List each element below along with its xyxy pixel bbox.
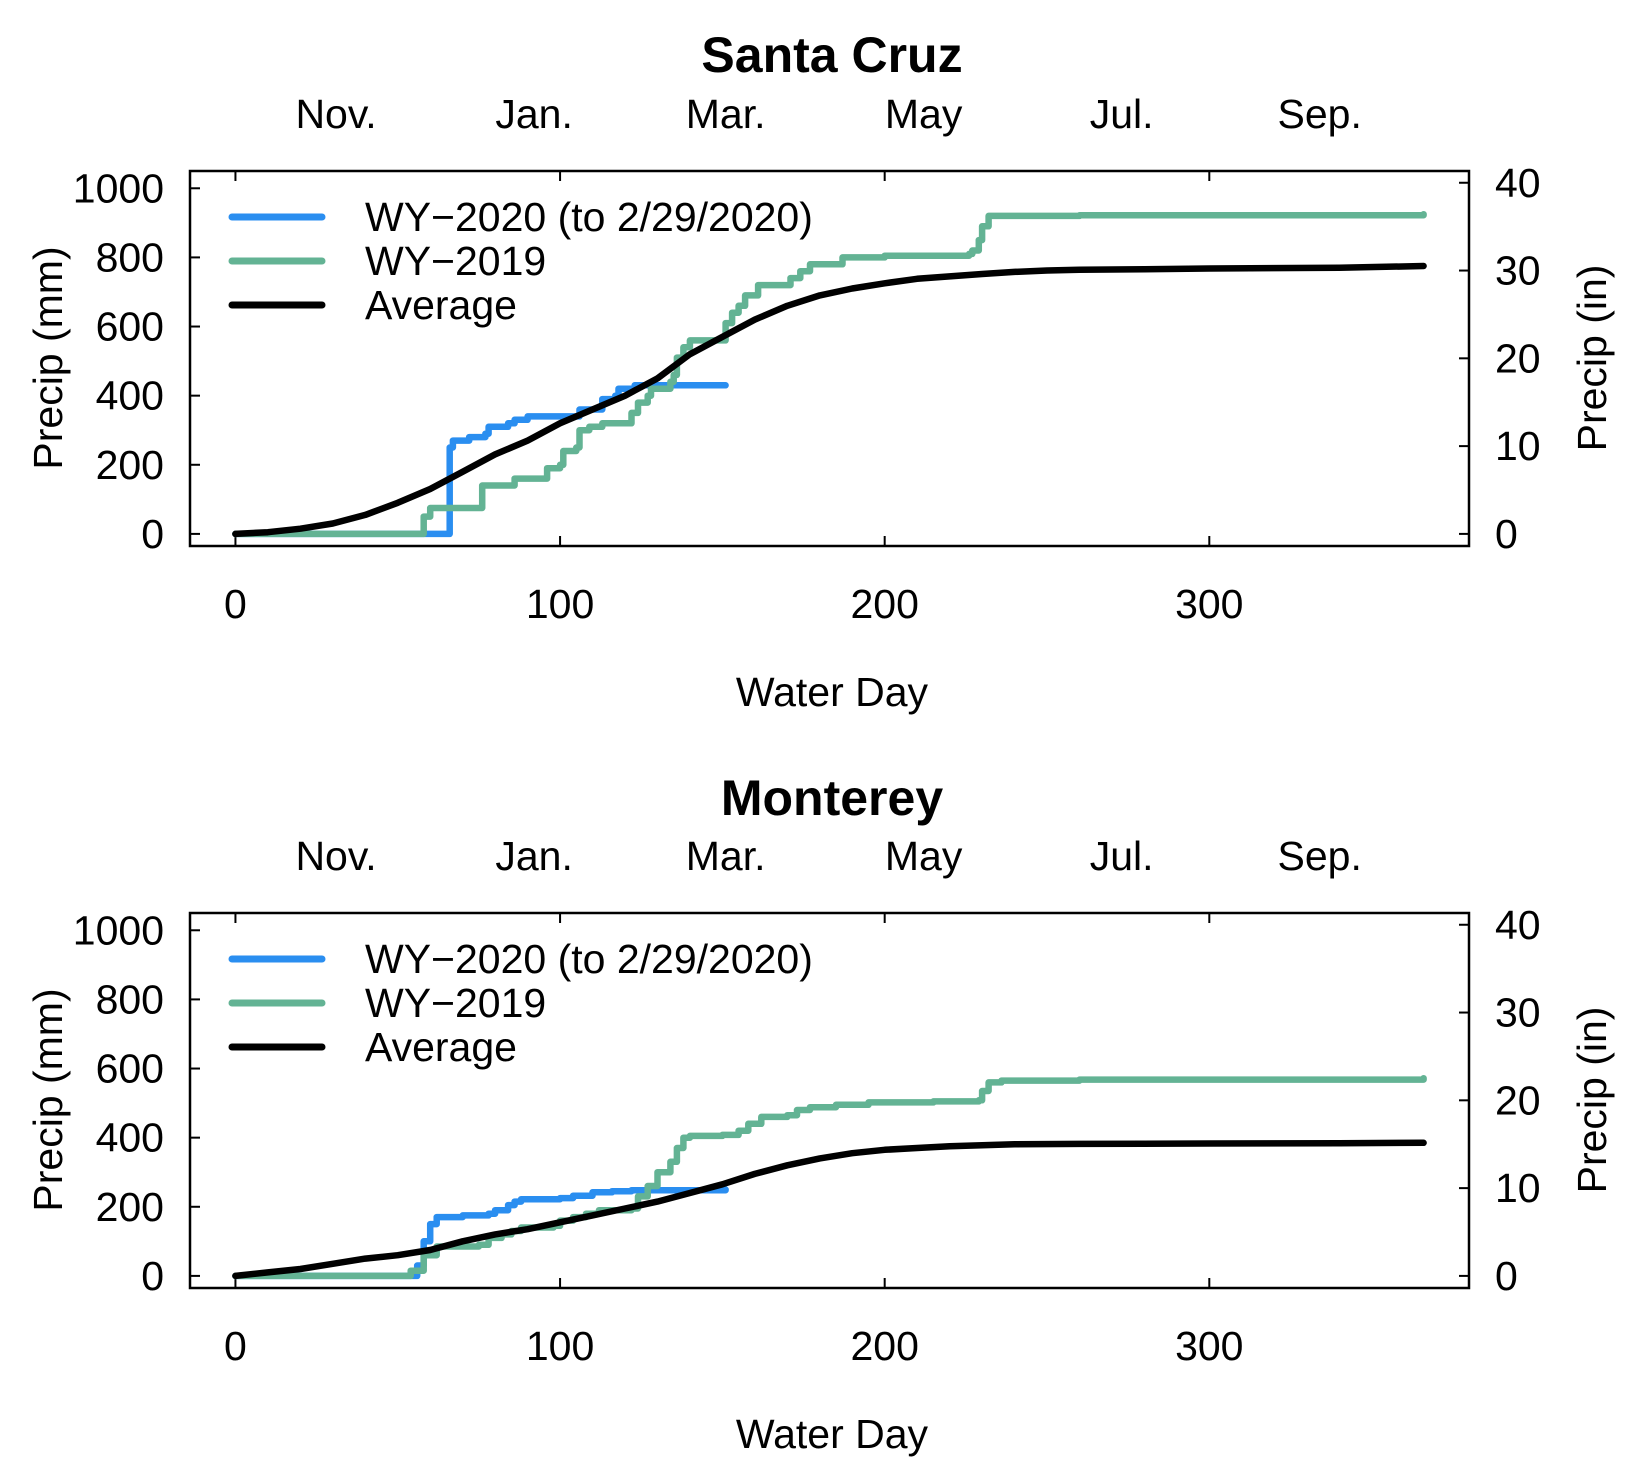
y-tick-label: 1000: [73, 907, 164, 953]
y-tick-label: 400: [96, 373, 164, 419]
monterey-chart: Monterey Nov. Jan. Mar. May Jul. Sep. 0 100 200…: [25, 770, 1615, 1457]
x-tick-label: 100: [526, 1323, 594, 1369]
y-tick-label: 200: [96, 1184, 164, 1230]
legend-label: Average: [365, 1024, 517, 1070]
y-axis-label: Precip (mm): [25, 246, 71, 469]
series-line-1: [232, 1074, 1427, 1280]
x-tick-label: 0: [224, 581, 247, 627]
legend-label: Average: [365, 282, 517, 328]
y-tick-label: 600: [96, 1046, 164, 1092]
axis-ticks: 0 100 200 300 0 200 400 600 800 1000 0 10 20 30 40: [73, 160, 1541, 627]
month-axis: Nov. Jan. Mar. May Jul. Sep.: [295, 833, 1361, 879]
chart-title: Santa Cruz: [701, 27, 962, 83]
series-lines: [232, 1074, 1427, 1280]
x-tick-label: 200: [850, 1323, 918, 1369]
y2-tick-label: 10: [1495, 423, 1541, 469]
y2-tick-label: 0: [1495, 1253, 1518, 1299]
legend-label: WY−2019: [365, 980, 546, 1026]
series-line-0: [232, 382, 729, 538]
chart-title: Monterey: [721, 770, 943, 826]
legend-label: WY−2020 (to 2/29/2020): [365, 194, 813, 240]
y2-tick-label: 30: [1495, 248, 1541, 294]
month-label: Jul.: [1090, 91, 1154, 137]
y2-axis-label: Precip (in): [1569, 1007, 1615, 1194]
month-label: Nov.: [295, 91, 376, 137]
y-tick-label: 0: [141, 1253, 164, 1299]
series-lines: [232, 210, 1427, 538]
y2-tick-label: 30: [1495, 990, 1541, 1036]
y2-tick-label: 20: [1495, 335, 1541, 381]
y-tick-label: 600: [96, 304, 164, 350]
y2-tick-label: 40: [1495, 902, 1541, 948]
month-label: Jul.: [1090, 833, 1154, 879]
y-tick-label: 800: [96, 234, 164, 280]
x-tick-label: 100: [526, 581, 594, 627]
y-axis-label: Precip (mm): [25, 988, 71, 1211]
month-label: Mar.: [686, 833, 766, 879]
y-tick-label: 400: [96, 1115, 164, 1161]
month-label: Jan.: [495, 91, 573, 137]
y2-axis-label: Precip (in): [1569, 265, 1615, 452]
y-tick-label: 1000: [73, 165, 164, 211]
x-tick-label: 0: [224, 1323, 247, 1369]
legend-label: WY−2019: [365, 238, 546, 284]
month-label: May: [885, 833, 963, 879]
y2-tick-label: 40: [1495, 160, 1541, 206]
axis-ticks: 0 100 200 300 0 200 400 600 800 1000 0 10 20 30 40: [73, 902, 1541, 1369]
month-label: Nov.: [295, 833, 376, 879]
y2-tick-label: 0: [1495, 511, 1518, 557]
y-tick-label: 800: [96, 976, 164, 1022]
x-axis-label: Water Day: [736, 669, 929, 715]
month-label: Sep.: [1278, 833, 1362, 879]
month-label: May: [885, 91, 963, 137]
series-line-2: [232, 262, 1427, 538]
month-label: Jan.: [495, 833, 573, 879]
x-tick-label: 200: [850, 581, 918, 627]
series-line-0: [232, 1186, 729, 1280]
legend-label: WY−2020 (to 2/29/2020): [365, 936, 813, 982]
month-label: Sep.: [1278, 91, 1362, 137]
y2-tick-label: 10: [1495, 1165, 1541, 1211]
x-axis-label: Water Day: [736, 1411, 929, 1457]
x-tick-label: 300: [1175, 1323, 1243, 1369]
santa-cruz-chart: Santa Cruz Nov. Jan. Mar. May Jul. Sep. 0 100 2…: [25, 27, 1615, 715]
y-tick-label: 200: [96, 442, 164, 488]
x-tick-label: 300: [1175, 581, 1243, 627]
y2-tick-label: 20: [1495, 1077, 1541, 1123]
month-axis: Nov. Jan. Mar. May Jul. Sep.: [295, 91, 1361, 137]
month-label: Mar.: [686, 91, 766, 137]
series-line-2: [232, 1139, 1427, 1280]
y-tick-label: 0: [141, 511, 164, 557]
